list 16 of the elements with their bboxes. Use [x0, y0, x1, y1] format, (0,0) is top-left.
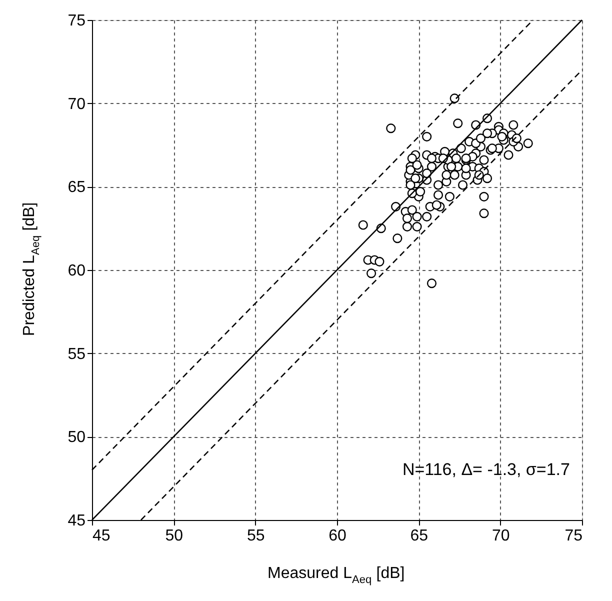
y-tick-label: 50 [68, 429, 86, 446]
x-tick-label: 60 [328, 528, 346, 544]
x-tick-label: 45 [92, 528, 110, 544]
x-tick-label: 50 [165, 528, 184, 544]
y-tick-label: 60 [68, 262, 86, 280]
x-tick-label: 65 [410, 528, 428, 544]
y-tick-label: 65 [68, 179, 86, 196]
x-tick-label: 55 [246, 528, 265, 544]
y-tick-label: 70 [68, 96, 86, 113]
x-tick-label: 70 [492, 528, 510, 544]
x-tick-label: 75 [564, 528, 583, 544]
y-tick-label: 75 [68, 12, 86, 30]
y-tick-label: 55 [68, 346, 86, 363]
y-tick-label: 45 [68, 512, 86, 530]
y-axis-title: Predicted LAeq [dB] [21, 202, 42, 336]
annotation: N=116, Δ= -1.3, σ=1.7 [402, 460, 570, 479]
